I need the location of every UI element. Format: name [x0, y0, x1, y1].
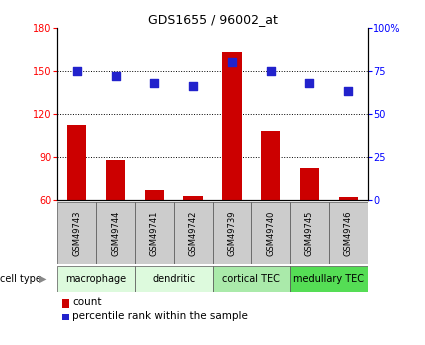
Text: ▶: ▶ — [39, 274, 47, 284]
Text: GSM49745: GSM49745 — [305, 210, 314, 256]
Text: percentile rank within the sample: percentile rank within the sample — [72, 311, 248, 321]
Bar — [184, 196, 203, 200]
Point — [345, 89, 351, 94]
Point — [229, 59, 235, 65]
Point — [267, 68, 274, 73]
Bar — [290, 266, 368, 292]
Point — [151, 80, 158, 86]
Point — [306, 80, 313, 86]
Text: GSM49740: GSM49740 — [266, 210, 275, 256]
Bar — [329, 202, 368, 264]
Title: GDS1655 / 96002_at: GDS1655 / 96002_at — [147, 13, 278, 27]
Text: medullary TEC: medullary TEC — [293, 274, 364, 284]
Text: GSM49743: GSM49743 — [72, 210, 81, 256]
Text: cell type: cell type — [0, 274, 42, 284]
Bar — [135, 202, 174, 264]
Bar — [290, 202, 329, 264]
Text: count: count — [72, 297, 102, 307]
Text: macrophage: macrophage — [65, 274, 127, 284]
Bar — [67, 125, 86, 200]
Text: GSM49739: GSM49739 — [227, 210, 236, 256]
Bar — [261, 131, 280, 200]
Bar — [251, 202, 290, 264]
Point — [190, 83, 196, 89]
Bar — [106, 160, 125, 200]
Bar — [300, 168, 319, 200]
Text: GSM49746: GSM49746 — [344, 210, 353, 256]
Text: cortical TEC: cortical TEC — [222, 274, 280, 284]
Bar — [174, 202, 212, 264]
Bar — [135, 266, 212, 292]
Bar — [96, 202, 135, 264]
Bar — [339, 197, 358, 200]
Text: GSM49741: GSM49741 — [150, 210, 159, 256]
Bar — [144, 190, 164, 200]
Text: dendritic: dendritic — [152, 274, 196, 284]
Text: GSM49744: GSM49744 — [111, 210, 120, 256]
Bar — [222, 52, 241, 200]
Point — [74, 68, 80, 73]
Bar — [57, 202, 96, 264]
Bar — [212, 202, 251, 264]
Text: GSM49742: GSM49742 — [189, 210, 198, 256]
Bar — [57, 266, 135, 292]
Point — [112, 73, 119, 79]
Bar — [212, 266, 290, 292]
